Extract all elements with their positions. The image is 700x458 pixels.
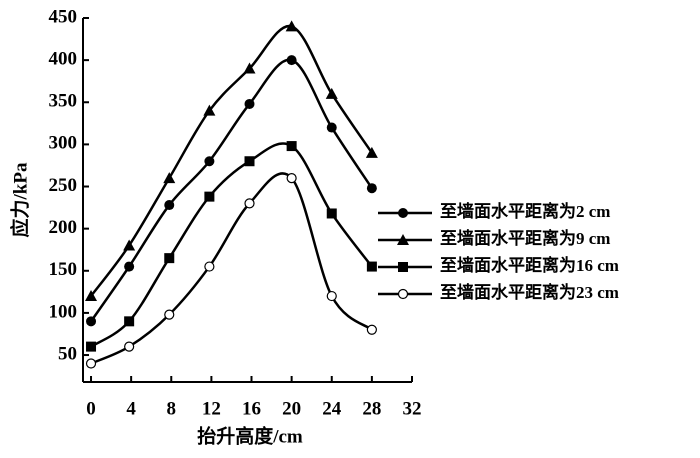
y-tick-label: 50: [58, 343, 77, 364]
data-point: [124, 341, 135, 352]
data-point: [325, 87, 338, 99]
legend-marker: [397, 288, 409, 300]
data-point: [86, 316, 97, 327]
data-point: [366, 324, 377, 335]
data-point: [286, 172, 297, 184]
x-tick-label: 12: [202, 398, 221, 419]
legend-marker: [398, 262, 408, 272]
data-point: [204, 191, 215, 202]
data-point: [124, 261, 135, 272]
data-point: [85, 358, 97, 369]
data-point: [244, 198, 255, 209]
x-tick-label: 32: [403, 398, 422, 419]
x-tick-label: 8: [167, 398, 177, 419]
data-point: [85, 290, 98, 302]
data-point: [243, 62, 256, 74]
data-point: [286, 55, 297, 66]
y-tick-label: 350: [49, 91, 78, 112]
x-tick-label: 24: [322, 398, 342, 419]
data-point: [366, 183, 377, 194]
series-line: [90, 142, 373, 348]
legend-label: 至墙面水平距离为16 cm: [440, 255, 619, 275]
legend-label: 至墙面水平距离为2 cm: [440, 201, 610, 221]
data-point: [326, 122, 337, 133]
data-point: [244, 156, 255, 167]
x-tick-label: 28: [362, 398, 381, 419]
data-point: [204, 156, 215, 167]
legend-marker: [397, 234, 409, 245]
legend-marker: [398, 208, 408, 218]
y-tick-label: 250: [49, 175, 78, 196]
data-point: [163, 172, 176, 184]
y-tick-label: 450: [49, 6, 78, 27]
data-point: [86, 341, 97, 352]
data-point: [326, 290, 337, 302]
legend-label: 至墙面水平距离为23 cm: [440, 282, 619, 302]
x-tick-label: 4: [126, 398, 136, 419]
series-line: [90, 25, 373, 297]
data-point: [204, 261, 215, 272]
data-point: [164, 309, 175, 320]
y-tick-label: 150: [49, 259, 78, 280]
data-point: [366, 261, 377, 272]
data-point: [203, 104, 216, 116]
y-tick-label: 200: [49, 217, 78, 238]
data-point: [123, 239, 136, 251]
y-axis-label: 应力/kPa: [8, 162, 31, 237]
data-point: [124, 316, 135, 327]
x-tick-label: 16: [242, 398, 261, 419]
x-tick-label: 20: [282, 398, 301, 419]
data-point: [164, 200, 175, 211]
data-point: [326, 208, 337, 219]
data-point: [164, 253, 175, 264]
y-tick-label: 300: [49, 133, 78, 154]
data-point: [285, 20, 298, 32]
data-point: [365, 146, 378, 158]
legend-label: 至墙面水平距离为9 cm: [440, 228, 610, 248]
series-line: [90, 172, 373, 365]
y-tick-label: 100: [49, 301, 78, 322]
data-point: [244, 98, 255, 109]
data-point: [286, 141, 297, 152]
x-axis-label: 抬升高度/cm: [197, 424, 303, 447]
y-tick-label: 400: [49, 48, 78, 69]
series-line: [89, 58, 373, 323]
x-tick-label: 0: [86, 398, 96, 419]
